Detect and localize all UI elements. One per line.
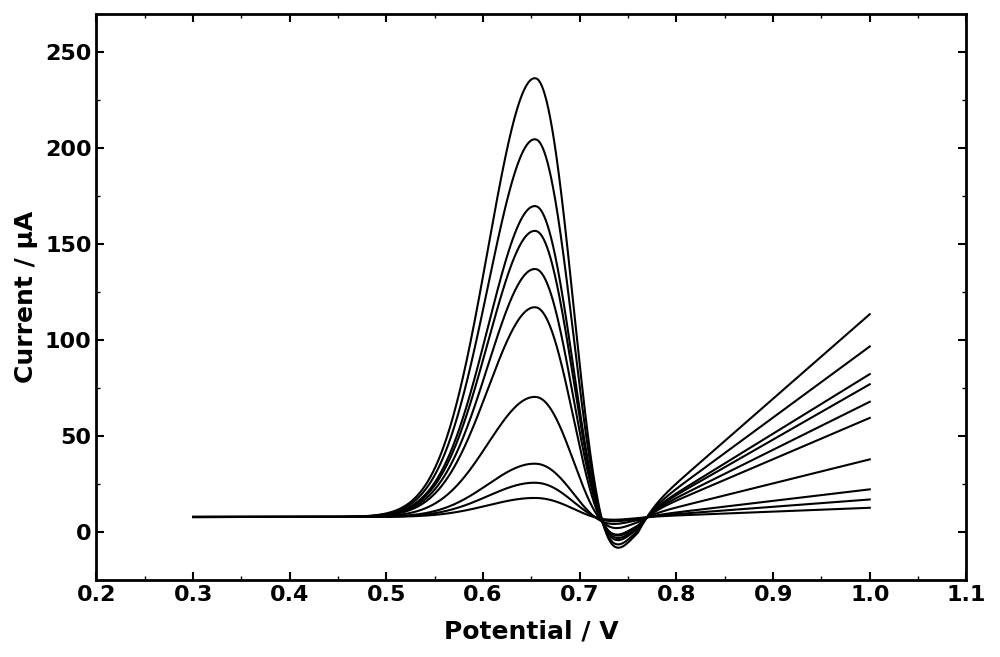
X-axis label: Potential / V: Potential / V [444, 619, 619, 643]
Y-axis label: Current / μA: Current / μA [14, 211, 38, 383]
